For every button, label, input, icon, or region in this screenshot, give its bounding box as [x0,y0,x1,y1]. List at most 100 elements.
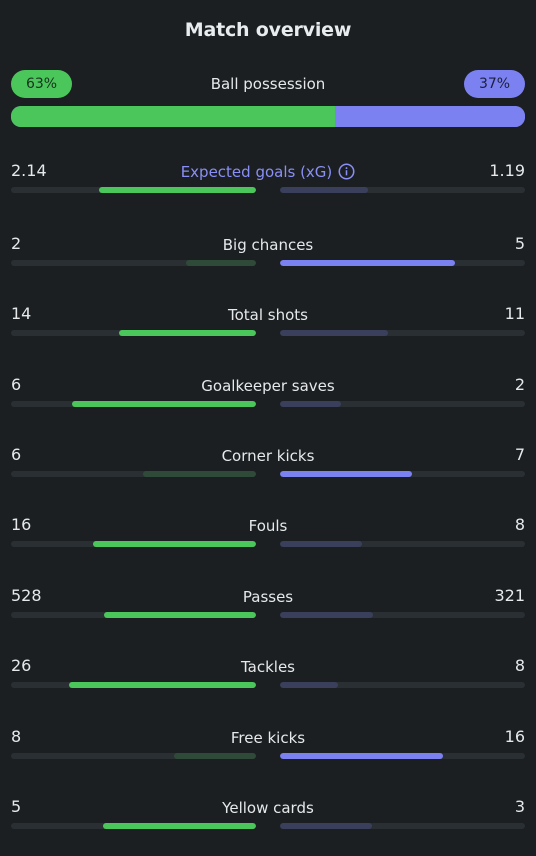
away-bar-track [280,260,525,266]
stat-label: Free kicks [230,729,306,747]
away-value: 7 [514,445,525,464]
stat-label-wrap: Free kicks [11,728,525,748]
away-value: 5 [514,234,525,253]
home-bar-track [11,823,256,829]
stat-label-wrap: Corner kicks [11,446,525,466]
home-value: 6 [11,445,22,464]
home-value: 16 [11,515,32,534]
away-bar-fill [280,612,373,618]
home-bar-track [11,753,256,759]
possession-bar [11,106,525,127]
away-value: 11 [504,304,525,323]
stat-row: 5 Yellow cards 3 [11,797,525,841]
stat-label: Total shots [228,306,308,324]
stat-label-wrap: Fouls [11,516,525,536]
home-bar-fill [98,187,256,193]
away-bar-fill [280,823,372,829]
home-bar-fill [186,260,256,266]
home-bar-fill [92,541,256,547]
home-bar-fill [102,823,256,829]
home-bar-track [11,541,256,547]
stat-label: Big chances [222,236,314,254]
home-bar-track [11,682,256,688]
away-value: 16 [504,727,525,746]
away-bar-fill [280,753,444,759]
away-value: 2 [514,375,525,394]
away-bar-fill [280,541,362,547]
stat-row: 528 Passes 321 [11,586,525,630]
home-bar-fill [68,682,256,688]
away-bar-track [280,612,525,618]
home-value: 2.14 [11,161,47,180]
stat-label-wrap: Goalkeeper saves [11,376,525,396]
possession-bar-away [334,106,525,127]
stat-row: 16 Fouls 8 [11,515,525,559]
home-bar-track [11,330,256,336]
stat-row: 8 Free kicks 16 [11,727,525,771]
away-bar-track [280,541,525,547]
stat-row: 6 Corner kicks 7 [11,445,525,489]
home-value: 14 [11,304,32,323]
home-bar-track [11,612,256,618]
away-value: 1.19 [489,161,525,180]
away-bar-fill [280,330,388,336]
stat-label-wrap: Yellow cards [11,798,525,818]
home-value: 6 [11,375,22,394]
page-title: Match overview [184,19,352,41]
away-bar-fill [280,471,412,477]
stat-row: 6 Goalkeeper saves 2 [11,375,525,419]
stat-label-wrap[interactable]: Expected goals (xG) [11,162,525,182]
away-bar-track [280,187,525,193]
away-bar-track [280,401,525,407]
stat-label: Fouls [248,517,288,535]
away-bar-fill [280,682,338,688]
home-bar-fill [174,753,256,759]
info-icon[interactable] [338,163,355,180]
stat-label-wrap: Tackles [11,657,525,677]
stat-row: 26 Tackles 8 [11,656,525,700]
away-bar-track [280,330,525,336]
home-possession-badge: 63% [11,70,72,98]
away-possession-badge: 37% [464,70,525,98]
stat-label: Expected goals (xG) [180,163,333,181]
away-bar-track [280,753,525,759]
home-bar-track [11,187,256,193]
stat-label-wrap: Total shots [11,305,525,325]
possession-header: 63% Ball possession 37% [11,70,525,98]
possession-label: Ball possession [210,75,326,93]
away-bar-fill [280,260,455,266]
stat-label-wrap: Passes [11,587,525,607]
away-value: 321 [494,586,525,605]
home-value: 528 [11,586,42,605]
stat-row: 2.14 Expected goals (xG) 1.19 [11,161,525,205]
stat-label: Tackles [240,658,296,676]
stat-label: Passes [242,588,294,606]
home-bar-fill [72,401,256,407]
stat-label-wrap: Big chances [11,235,525,255]
home-bar-fill [103,612,256,618]
stat-row: 2 Big chances 5 [11,234,525,278]
away-bar-track [280,823,525,829]
home-bar-track [11,471,256,477]
stat-label: Goalkeeper saves [201,377,335,395]
home-bar-track [11,260,256,266]
home-bar-fill [142,471,256,477]
stat-label: Yellow cards [222,799,314,817]
stat-label: Corner kicks [221,447,315,465]
home-value: 26 [11,656,32,675]
home-bar-fill [118,330,256,336]
home-value: 5 [11,797,22,816]
away-value: 8 [514,656,525,675]
stat-row: 14 Total shots 11 [11,304,525,348]
home-bar-track [11,401,256,407]
possession-bar-home [11,106,335,127]
home-value: 2 [11,234,22,253]
away-value: 8 [514,515,525,534]
away-bar-track [280,471,525,477]
away-value: 3 [514,797,525,816]
away-bar-fill [280,187,368,193]
away-bar-track [280,682,525,688]
away-bar-fill [280,401,342,407]
home-value: 8 [11,727,22,746]
